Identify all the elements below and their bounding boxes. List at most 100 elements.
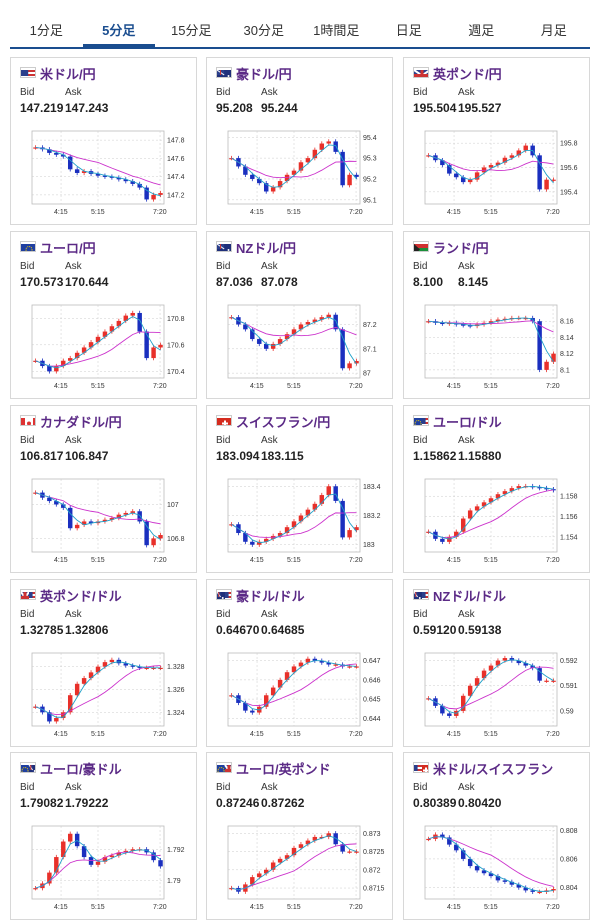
flag-icon (216, 762, 232, 773)
y-tick-label: 0.644 (363, 716, 381, 723)
candlestick-chart[interactable]: 147.8 147.6 147.4 147.2 4:15 5:15 7:20 (16, 125, 192, 222)
rate-card[interactable]: 英ポンド/円 Bid Ask 195.504 195.527 195.8 195.… (403, 57, 590, 225)
candle-body (243, 166, 248, 175)
pair-name-link[interactable]: NZドル/ドル (433, 589, 506, 604)
candle-body (74, 833, 80, 847)
pair-name-link[interactable]: ランド/円 (433, 241, 489, 256)
ma-long-line (428, 666, 554, 710)
candle-body (130, 312, 135, 316)
candle-body (426, 698, 431, 700)
pair-name-link[interactable]: ユーロ/円 (40, 241, 96, 256)
candlestick-chart[interactable]: 0.808 0.806 0.804 4:15 5:15 7:20 (409, 820, 585, 917)
ask-value: 87.078 (261, 275, 298, 289)
candle-body (47, 872, 52, 884)
rate-card[interactable]: ユーロ/ドル Bid Ask 1.15862 1.15880 1.158 1.15… (403, 405, 590, 573)
pair-name-link[interactable]: 英ポンド/ドル (40, 589, 122, 604)
candlestick-chart[interactable]: 1.158 1.156 1.154 4:15 5:15 7:20 (409, 473, 585, 570)
rate-card[interactable]: ユーロ/豪ドル Bid Ask 1.79082 1.79222 1.792 1.7… (10, 752, 197, 920)
rate-card[interactable]: 豪ドル/円 Bid Ask 95.208 95.244 95.4 95.3 95.2… (206, 57, 393, 225)
candlestick-chart[interactable]: 170.8 170.6 170.4 4:15 5:15 7:20 (16, 299, 192, 396)
ma-long-line (231, 157, 357, 179)
candlestick-chart[interactable]: 1.792 1.79 4:15 5:15 7:20 (16, 820, 192, 917)
candlestick-chart[interactable]: 0.592 0.591 0.59 4:15 5:15 7:20 (409, 647, 585, 744)
candle-body (270, 343, 276, 349)
candle-body (277, 533, 283, 536)
ma-long-line (428, 154, 554, 172)
candlestick-chart[interactable]: 195.8 195.6 195.4 4:15 5:15 7:20 (409, 125, 585, 222)
pair-name-link[interactable]: ユーロ/豪ドル (40, 762, 122, 777)
pair-name-link[interactable]: カナダドル/円 (40, 415, 122, 430)
flag-icon (20, 241, 36, 252)
rate-card[interactable]: ユーロ/英ポンド Bid Ask 0.87246 0.87262 0.873 0.… (206, 752, 393, 920)
rate-card[interactable]: ユーロ/円 Bid Ask 170.573 170.644 170.8 170.6… (10, 231, 197, 399)
pair-name-link[interactable]: スイスフラン/円 (236, 415, 331, 430)
candle-body (502, 318, 508, 320)
rate-card[interactable]: 英ポンド/ドル Bid Ask 1.32785 1.32806 1.328 1.3… (10, 579, 197, 747)
y-tick-label: 0.873 (363, 831, 381, 838)
rate-card[interactable]: 米ドル/円 Bid Ask 147.219 147.243 147.8 147.6… (10, 57, 197, 225)
x-tick-label: 5:15 (91, 904, 105, 911)
candlestick-chart[interactable]: 87.2 87.1 87 4:15 5:15 7:20 (212, 299, 388, 396)
bid-value: 0.80389 (413, 796, 457, 810)
tab-3[interactable]: 30分足 (243, 23, 284, 38)
candle-body (354, 360, 359, 364)
candle-body (516, 884, 522, 888)
candle-body (81, 846, 87, 858)
pair-name-link[interactable]: 豪ドル/ドル (236, 589, 305, 604)
tab-2[interactable]: 15分足 (171, 23, 212, 38)
candlestick-chart[interactable]: 183.4 183.2 183 4:15 5:15 7:20 (212, 473, 388, 570)
candle-body (81, 171, 87, 173)
tab-0[interactable]: 1分足 (29, 23, 63, 38)
pair-name-link[interactable]: 米ドル/円 (40, 67, 96, 82)
tab-4[interactable]: 1時間足 (313, 23, 360, 38)
ask-value: 1.79222 (65, 796, 109, 810)
rate-card[interactable]: 豪ドル/ドル Bid Ask 0.64670 0.64685 0.647 0.64… (206, 579, 393, 747)
pair-name-link[interactable]: ユーロ/英ポンド (236, 762, 331, 777)
candlestick-chart[interactable]: 107 106.8 4:15 5:15 7:20 (16, 473, 192, 570)
ma-short-line (428, 485, 554, 540)
flag-icon (20, 67, 36, 78)
tab-7[interactable]: 月足 (540, 23, 567, 38)
candlestick-chart[interactable]: 8.16 8.14 8.12 8.1 4:15 5:15 7:20 (409, 299, 585, 396)
bid-value: 147.219 (20, 101, 64, 115)
candle-body (243, 324, 248, 330)
rate-card[interactable]: スイスフラン/円 Bid Ask 183.094 183.115 183.4 18… (206, 405, 393, 573)
candle-body (467, 685, 473, 696)
bid-value: 1.15862 (413, 449, 457, 463)
candle-body (326, 314, 331, 318)
candle-body (326, 486, 331, 496)
candle-body (340, 844, 345, 852)
candle-body (74, 352, 80, 359)
candle-body (95, 336, 101, 343)
flag-icon (413, 67, 429, 78)
ma-short-line (35, 492, 161, 540)
ma-short-line (231, 493, 357, 544)
candle-body (151, 538, 156, 546)
candle-body (81, 347, 87, 353)
rate-card[interactable]: ランド/円 Bid Ask 8.100 8.145 8.16 8.14 8.12 8.… (403, 231, 590, 399)
candlestick-chart[interactable]: 0.873 0.8725 0.872 0.8715 4:15 5:15 7:20 (212, 820, 388, 917)
pair-name-link[interactable]: 米ドル/スイスフラン (433, 762, 554, 777)
rate-card[interactable]: NZドル/円 Bid Ask 87.036 87.078 87.2 87.1 87 4… (206, 231, 393, 399)
rate-card[interactable]: カナダドル/円 Bid Ask 106.817 106.847 107 106.8… (10, 405, 197, 573)
candle-body (467, 510, 473, 519)
pair-name-link[interactable]: ユーロ/ドル (433, 415, 502, 430)
candlestick-chart[interactable]: 1.328 1.326 1.324 4:15 5:15 7:20 (16, 647, 192, 744)
rate-card[interactable]: 米ドル/スイスフラン Bid Ask 0.80389 0.80420 0.808… (403, 752, 590, 920)
pair-name-link[interactable]: NZドル/円 (236, 241, 296, 256)
rate-card[interactable]: NZドル/ドル Bid Ask 0.59120 0.59138 0.592 0.5… (403, 579, 590, 747)
candle-body (61, 360, 66, 367)
tab-6[interactable]: 週足 (468, 23, 495, 38)
tab-1[interactable]: 5分足 (82, 14, 155, 47)
candle-body (495, 162, 501, 166)
candle-body (61, 154, 66, 157)
x-tick-label: 7:20 (546, 383, 560, 390)
tab-5[interactable]: 日足 (395, 23, 422, 38)
pair-name-link[interactable]: 豪ドル/円 (236, 67, 292, 82)
candle-body (243, 533, 248, 542)
x-tick-label: 7:20 (153, 383, 167, 390)
y-tick-label: 0.647 (363, 658, 381, 665)
candlestick-chart[interactable]: 95.4 95.3 95.2 95.1 4:15 5:15 7:20 (212, 125, 388, 222)
pair-name-link[interactable]: 英ポンド/円 (433, 67, 502, 82)
candlestick-chart[interactable]: 0.647 0.646 0.645 0.644 4:15 5:15 7:20 (212, 647, 388, 744)
